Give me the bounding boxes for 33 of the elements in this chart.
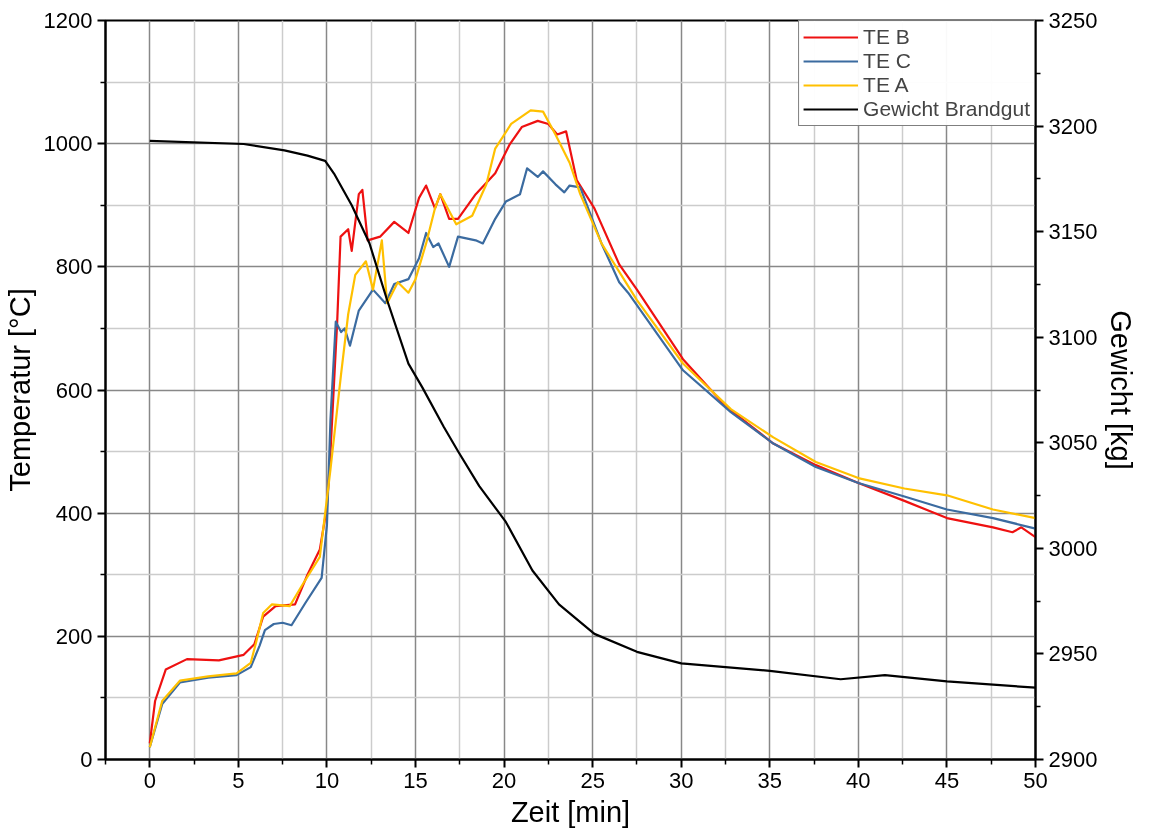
y-tick-label: 0 [80,747,93,772]
y-tick-label: 1000 [43,131,93,157]
y2-tick-label: 2900 [1048,747,1098,772]
y2-tick-label: 3150 [1048,219,1098,245]
x-tick-label: 50 [1023,767,1048,793]
y-axis-title: Temperatur [°C] [3,288,36,492]
x-tick-label: 0 [143,767,156,793]
y2-tick-label: 3100 [1048,324,1098,350]
x-tick-label: 20 [491,767,517,793]
legend-label: Gewicht Brandgut [863,97,1030,121]
legend-label: TE A [863,73,909,97]
y-tick-label: 600 [55,377,93,403]
y2-tick-label: 3200 [1048,113,1098,139]
legend-label: TE C [863,49,911,73]
y-tick-label: 1200 [43,8,93,33]
y2-tick-label: 3000 [1048,535,1098,561]
y2-tick-label: 3250 [1048,8,1098,33]
y-tick-label: 200 [55,623,93,649]
x-tick-label: 35 [757,767,783,793]
legend-label: TE B [863,25,910,49]
x-tick-label: 10 [314,767,340,793]
x-tick-label: 45 [934,767,960,793]
y2-tick-label: 3050 [1048,430,1098,456]
x-tick-label: 25 [580,767,605,793]
x-tick-label: 15 [403,767,428,793]
x-tick-label: 40 [846,767,871,793]
x-axis-title: Zeit [min] [510,795,631,828]
x-tick-label: 5 [232,767,245,793]
y-tick-label: 400 [55,500,93,526]
y2-axis-title: Gewicht [kg] [1105,310,1138,470]
y2-tick-label: 2950 [1048,641,1098,667]
y-tick-label: 800 [55,254,93,280]
x-tick-label: 30 [668,767,694,793]
